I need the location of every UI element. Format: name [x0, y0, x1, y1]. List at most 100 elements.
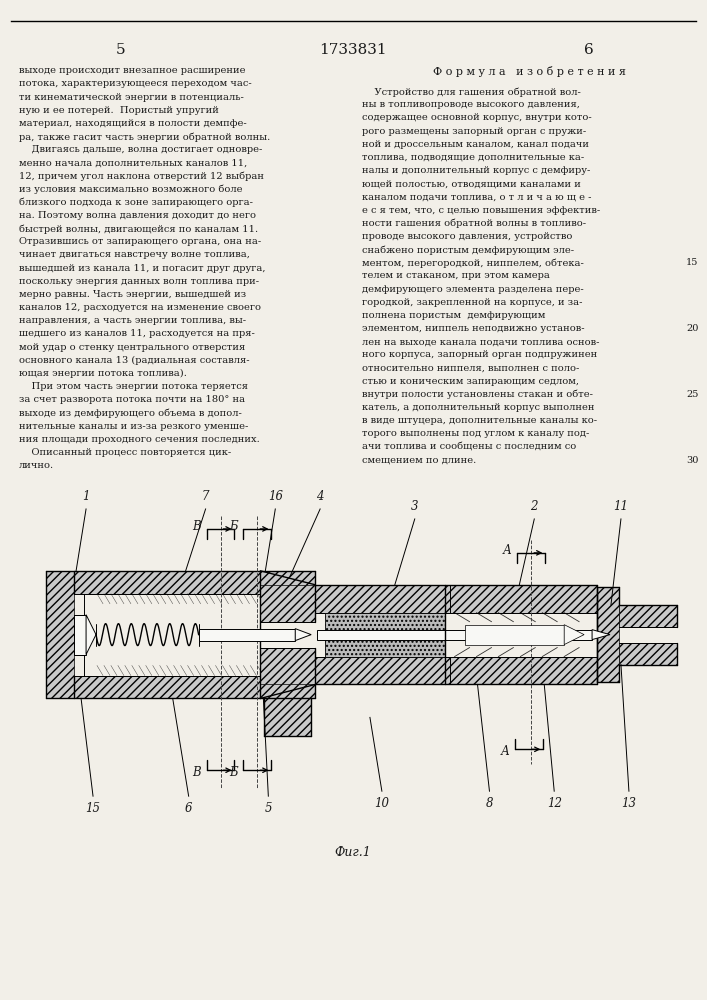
Text: 5: 5 — [264, 802, 272, 815]
Text: ментом, перегородкой, ниппелем, обтека-: ментом, перегородкой, ниппелем, обтека- — [362, 258, 584, 268]
Text: 30: 30 — [686, 456, 699, 465]
Text: нительные каналы и из-за резкого уменше-: нительные каналы и из-за резкого уменше- — [19, 422, 249, 431]
Text: ную и ее потерей.  Пористый упругий: ную и ее потерей. Пористый упругий — [19, 106, 219, 115]
Text: Описанный процесс повторяется цик-: Описанный процесс повторяется цик- — [19, 448, 232, 457]
Text: Б: Б — [229, 766, 238, 779]
Text: 1733831: 1733831 — [319, 43, 387, 57]
Text: ющей полостью, отводящими каналами и: ющей полостью, отводящими каналами и — [362, 179, 581, 188]
Text: А: А — [501, 745, 509, 758]
Text: Ф о р м у л а   и з о б р е т е н и я: Ф о р м у л а и з о б р е т е н и я — [433, 66, 626, 77]
Bar — [74, 615, 86, 655]
Bar — [74, 571, 260, 594]
Text: ны в топливопроводе высокого давления,: ны в топливопроводе высокого давления, — [362, 100, 580, 109]
Bar — [315, 585, 597, 613]
Text: выходе происходит внезапное расширение: выходе происходит внезапное расширение — [19, 66, 246, 75]
Text: лен на выходе канала подачи топлива основ-: лен на выходе канала подачи топлива осно… — [362, 337, 600, 346]
Text: направления, а часть энергии топлива, вы-: направления, а часть энергии топлива, вы… — [19, 316, 247, 325]
Text: полнена пористым  демфирующим: полнена пористым демфирующим — [362, 311, 545, 320]
Text: в виде штуцера, дополнительные каналы ко-: в виде штуцера, дополнительные каналы ко… — [362, 416, 597, 425]
Bar — [325, 613, 445, 657]
Text: за счет разворота потока почти на 180° на: за счет разворота потока почти на 180° н… — [19, 395, 245, 404]
Text: каналов 12, расходуется на изменение своего: каналов 12, расходуется на изменение сво… — [19, 303, 262, 312]
Text: смещением по длине.: смещением по длине. — [362, 456, 477, 465]
Text: 11: 11 — [614, 500, 629, 513]
Text: чинает двигаться навстречу волне топлива,: чинает двигаться навстречу волне топлива… — [19, 250, 250, 259]
Text: демфирующего элемента разделена пере-: демфирующего элемента разделена пере- — [362, 285, 584, 294]
Text: 7: 7 — [201, 490, 209, 503]
Text: При этом часть энергии потока теряется: При этом часть энергии потока теряется — [19, 382, 248, 391]
Text: проводе высокого давления, устройство: проводе высокого давления, устройство — [362, 232, 573, 241]
Text: 6: 6 — [185, 802, 192, 815]
Text: ности гашения обратной волны в топливо-: ности гашения обратной волны в топливо- — [362, 219, 586, 228]
Text: ти кинематической энергии в потенциаль-: ти кинематической энергии в потенциаль- — [19, 93, 244, 102]
Bar — [315, 657, 597, 684]
Text: 4: 4 — [316, 490, 324, 503]
Text: Б: Б — [229, 520, 238, 533]
Polygon shape — [592, 630, 610, 640]
Text: 10: 10 — [375, 797, 390, 810]
Bar — [597, 587, 619, 682]
Text: элементом, ниппель неподвижно установ-: элементом, ниппель неподвижно установ- — [362, 324, 585, 333]
Text: 13: 13 — [621, 797, 636, 810]
Bar — [260, 571, 315, 585]
Bar — [199, 629, 296, 641]
Text: содержащее основной корпус, внутри кото-: содержащее основной корпус, внутри кото- — [362, 113, 592, 122]
Text: 8: 8 — [486, 797, 493, 810]
Text: ачи топлива и сообщены с последним со: ачи топлива и сообщены с последним со — [362, 443, 576, 452]
Text: рого размещены запорный орган с пружи-: рого размещены запорный орган с пружи- — [362, 127, 586, 136]
Text: основного канала 13 (радиальная составля-: основного канала 13 (радиальная составля… — [19, 356, 250, 365]
Text: 20: 20 — [686, 324, 699, 333]
Bar — [260, 684, 315, 698]
Text: выходе из демфирующего объема в допол-: выходе из демфирующего объема в допол- — [19, 408, 243, 418]
Bar — [260, 571, 315, 622]
Bar — [264, 698, 311, 736]
Text: 2: 2 — [530, 500, 538, 513]
Text: 6: 6 — [584, 43, 594, 57]
Text: топлива, подводящие дополнительные ка-: топлива, подводящие дополнительные ка- — [362, 153, 584, 162]
Text: 25: 25 — [686, 390, 699, 399]
Text: менно начала дополнительных каналов 11,: менно начала дополнительных каналов 11, — [19, 158, 247, 167]
Polygon shape — [564, 625, 584, 645]
Text: ра, также гасит часть энергии обратной волны.: ра, также гасит часть энергии обратной в… — [19, 132, 271, 142]
Text: ния площади проходного сечения последних.: ния площади проходного сечения последних… — [19, 435, 260, 444]
Text: телем и стаканом, при этом камера: телем и стаканом, при этом камера — [362, 271, 550, 280]
Text: ного корпуса, запорный орган подпружинен: ного корпуса, запорный орган подпружинен — [362, 350, 597, 359]
Text: шедшего из каналов 11, расходуется на пря-: шедшего из каналов 11, расходуется на пр… — [19, 329, 255, 338]
Polygon shape — [296, 629, 311, 641]
Text: 12: 12 — [547, 797, 561, 810]
Text: на. Поэтому волна давления доходит до него: на. Поэтому волна давления доходит до не… — [19, 211, 257, 220]
Polygon shape — [86, 615, 96, 655]
Bar — [260, 648, 315, 698]
Text: потока, характеризующееся переходом час-: потока, характеризующееся переходом час- — [19, 79, 252, 88]
Text: 15: 15 — [86, 802, 100, 815]
Text: 12, причем угол наклона отверстий 12 выбран: 12, причем угол наклона отверстий 12 выб… — [19, 172, 264, 181]
Text: ной и дроссельным каналом, канал подачи: ной и дроссельным каналом, канал подачи — [362, 140, 589, 149]
Text: Двигаясь дальше, волна достигает одновре-: Двигаясь дальше, волна достигает одновре… — [19, 145, 263, 154]
Bar — [619, 605, 677, 627]
Bar — [317, 630, 592, 640]
Text: Устройство для гашения обратной вол-: Устройство для гашения обратной вол- — [362, 87, 581, 97]
Text: 15: 15 — [686, 258, 699, 267]
Bar — [619, 643, 677, 665]
Text: каналом подачи топлива, о т л и ч а ю щ е -: каналом подачи топлива, о т л и ч а ю щ … — [362, 192, 592, 201]
Text: городкой, закрепленной на корпусе, и за-: городкой, закрепленной на корпусе, и за- — [362, 298, 583, 307]
Text: В: В — [192, 766, 201, 779]
Bar — [74, 676, 260, 698]
Text: Отразившись от запирающего органа, она на-: Отразившись от запирающего органа, она н… — [19, 237, 262, 246]
Text: 16: 16 — [268, 490, 283, 503]
Text: быстрей волны, двигающейся по каналам 11.: быстрей волны, двигающейся по каналам 11… — [19, 224, 259, 234]
Text: относительно ниппеля, выполнен с поло-: относительно ниппеля, выполнен с поло- — [362, 364, 579, 373]
Text: вышедшей из канала 11, и погасит друг друга,: вышедшей из канала 11, и погасит друг др… — [19, 264, 266, 273]
Text: е с я тем, что, с целью повышения эффектив-: е с я тем, что, с целью повышения эффект… — [362, 206, 600, 215]
Text: 3: 3 — [411, 500, 419, 513]
Text: лично.: лично. — [19, 461, 54, 470]
Text: материал, находящийся в полости демпфе-: материал, находящийся в полости демпфе- — [19, 119, 247, 128]
Text: торого выполнены под углом к каналу под-: торого выполнены под углом к каналу под- — [362, 429, 590, 438]
Text: мерно равны. Часть энергии, вышедшей из: мерно равны. Часть энергии, вышедшей из — [19, 290, 247, 299]
Text: снабжено пористым демфирующим эле-: снабжено пористым демфирующим эле- — [362, 245, 574, 255]
Text: налы и дополнительный корпус с демфиру-: налы и дополнительный корпус с демфиру- — [362, 166, 590, 175]
Text: А: А — [503, 544, 511, 557]
Text: 5: 5 — [116, 43, 126, 57]
Text: 1: 1 — [82, 490, 90, 503]
Text: стью и коническим запирающим седлом,: стью и коническим запирающим седлом, — [362, 377, 579, 386]
